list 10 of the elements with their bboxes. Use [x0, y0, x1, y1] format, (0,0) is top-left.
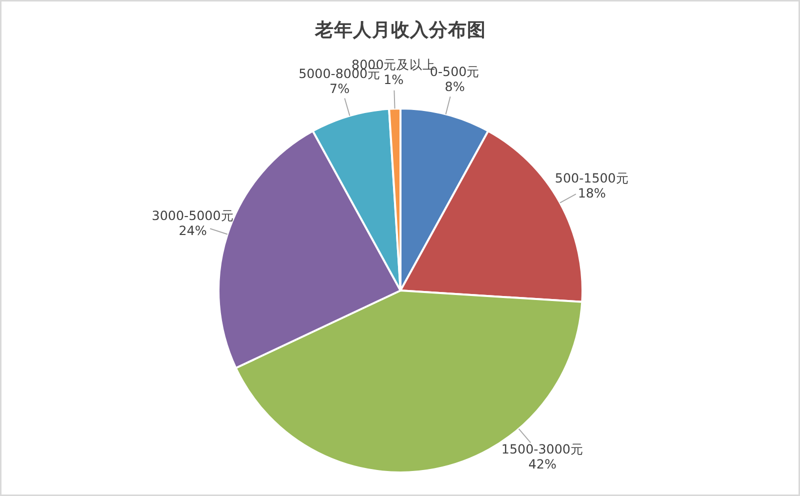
data-label: 1%	[384, 72, 404, 88]
slice-label: 1500-3000元	[501, 442, 584, 456]
data-label: 24%	[178, 223, 207, 238]
slice-label: 500-1500元	[554, 170, 629, 186]
data-label: 8%	[444, 78, 465, 94]
data-label: 7%	[330, 80, 350, 96]
data-label: 18%	[578, 185, 606, 200]
slice-label: 3000-5000元	[152, 208, 234, 224]
chart-title: 老年人月收入分布图	[314, 19, 486, 41]
data-label: 42%	[528, 456, 556, 472]
